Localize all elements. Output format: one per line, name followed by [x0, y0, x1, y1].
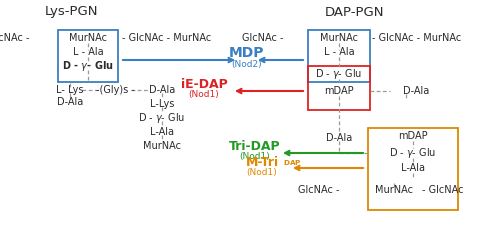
Text: GlcNAc -: GlcNAc - [0, 33, 30, 43]
Text: (Nod1): (Nod1) [240, 153, 270, 162]
Text: (Nod1): (Nod1) [189, 91, 219, 99]
Text: L-Ala: L-Ala [401, 163, 425, 173]
Text: GlcNAc -: GlcNAc - [299, 185, 340, 195]
Text: Tri-DAP: Tri-DAP [229, 139, 281, 153]
Text: (Nod1): (Nod1) [247, 168, 277, 176]
Text: M-Tri: M-Tri [245, 156, 278, 169]
Text: L- Lys: L- Lys [56, 85, 84, 95]
Bar [368, 128, 458, 210]
Text: Lys-PGN: Lys-PGN [45, 5, 99, 18]
Text: L-Lys: L-Lys [150, 99, 174, 109]
Text: L - Ala: L - Ala [324, 47, 354, 57]
Text: $_{\mathregular{DAP}}$: $_{\mathregular{DAP}}$ [283, 158, 302, 168]
Bar [308, 30, 370, 82]
Text: - GlcNAc - MurNAc: - GlcNAc - MurNAc [122, 33, 211, 43]
Text: D-Ala: D-Ala [57, 97, 83, 107]
Bar [308, 66, 370, 110]
Text: mDAP: mDAP [398, 131, 428, 141]
Text: MurNAc: MurNAc [320, 33, 358, 43]
Text: iE-DAP: iE-DAP [180, 77, 228, 91]
Bar [58, 30, 118, 82]
Text: -(Gly)s -: -(Gly)s - [96, 85, 134, 95]
Text: GlcNAc -: GlcNAc - [242, 33, 284, 43]
Text: D-Ala: D-Ala [403, 86, 429, 96]
Text: MurNAc: MurNAc [375, 185, 413, 195]
Text: MDP: MDP [229, 46, 265, 60]
Text: L - Ala: L - Ala [72, 47, 103, 57]
Text: MurNAc: MurNAc [69, 33, 107, 43]
Text: (Nod2): (Nod2) [232, 60, 262, 68]
Text: D - $\gamma$- Glu: D - $\gamma$- Glu [389, 146, 437, 160]
Text: L-Ala: L-Ala [150, 127, 174, 137]
Text: - GlcNAc: - GlcNAc [422, 185, 464, 195]
Text: D-Ala: D-Ala [326, 133, 352, 143]
Text: mDAP: mDAP [324, 86, 354, 96]
Text: D - $\gamma$- Glu: D - $\gamma$- Glu [315, 67, 362, 81]
Text: D - $\gamma$- Glu: D - $\gamma$- Glu [62, 59, 114, 73]
Text: - GlcNAc - MurNAc: - GlcNAc - MurNAc [372, 33, 461, 43]
Text: DAP-PGN: DAP-PGN [325, 5, 385, 18]
Text: MurNAc: MurNAc [143, 141, 181, 151]
Text: D-Ala: D-Ala [149, 85, 175, 95]
Text: D - $\gamma$- Glu: D - $\gamma$- Glu [138, 111, 186, 125]
